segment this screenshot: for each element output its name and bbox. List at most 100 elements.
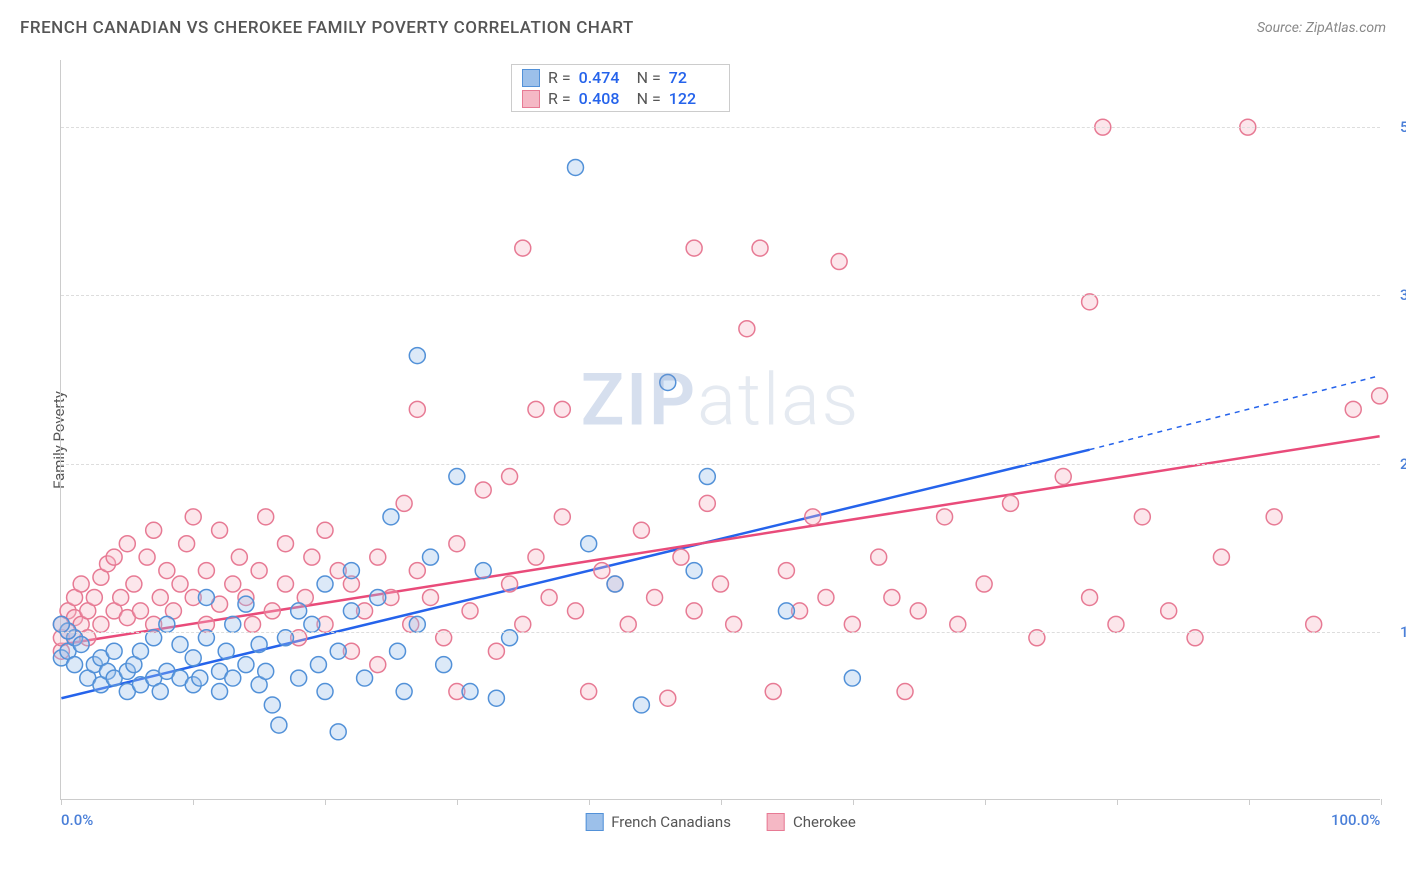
data-point xyxy=(119,536,135,552)
data-point xyxy=(515,240,531,256)
legend-label: Cherokee xyxy=(793,813,856,831)
data-point xyxy=(390,643,406,659)
data-point xyxy=(423,549,439,565)
y-tick-label: 37.5% xyxy=(1390,286,1406,304)
x-tick xyxy=(1249,799,1250,805)
data-point xyxy=(258,509,274,525)
legend-swatch-pink xyxy=(522,90,540,108)
data-point xyxy=(950,616,966,632)
data-point xyxy=(231,549,247,565)
data-point xyxy=(53,616,69,632)
data-point xyxy=(554,401,570,417)
data-point xyxy=(778,603,794,619)
data-point xyxy=(152,684,168,700)
data-point xyxy=(343,603,359,619)
data-point xyxy=(277,536,293,552)
y-tick-label: 50.0% xyxy=(1390,118,1406,136)
legend-swatch-pink xyxy=(767,813,785,831)
data-point xyxy=(192,670,208,686)
data-point xyxy=(488,643,504,659)
x-tick xyxy=(193,799,194,805)
data-point xyxy=(159,616,175,632)
grid-line xyxy=(61,295,1380,296)
data-point xyxy=(620,616,636,632)
data-point xyxy=(172,576,188,592)
data-point xyxy=(93,616,109,632)
r-value-1: 0.474 xyxy=(579,68,629,87)
data-point xyxy=(1345,401,1361,417)
data-point xyxy=(884,589,900,605)
correlation-legend: R = 0.474 N = 72 R = 0.408 N = 122 xyxy=(511,64,730,112)
data-point xyxy=(330,724,346,740)
n-label: N = xyxy=(637,68,661,87)
data-point xyxy=(778,563,794,579)
data-point xyxy=(73,576,89,592)
data-point xyxy=(258,663,274,679)
legend-row-series1: R = 0.474 N = 72 xyxy=(512,67,729,88)
n-label: N = xyxy=(637,89,661,108)
data-point xyxy=(317,684,333,700)
data-point xyxy=(370,657,386,673)
data-point xyxy=(568,160,584,176)
x-tick xyxy=(589,799,590,805)
data-point xyxy=(726,616,742,632)
grid-line xyxy=(61,464,1380,465)
data-point xyxy=(245,616,261,632)
scatter-points-layer xyxy=(61,60,1380,799)
x-tick xyxy=(61,799,62,805)
data-point xyxy=(423,589,439,605)
data-point xyxy=(179,536,195,552)
data-point xyxy=(805,509,821,525)
data-point xyxy=(660,690,676,706)
x-tick xyxy=(457,799,458,805)
data-point xyxy=(251,563,267,579)
data-point xyxy=(673,549,689,565)
data-point xyxy=(185,650,201,666)
data-point xyxy=(844,670,860,686)
x-tick xyxy=(325,799,326,805)
data-point xyxy=(765,684,781,700)
data-point xyxy=(409,401,425,417)
data-point xyxy=(581,536,597,552)
data-point xyxy=(264,697,280,713)
data-point xyxy=(152,589,168,605)
data-point xyxy=(502,469,518,485)
data-point xyxy=(251,636,267,652)
data-point xyxy=(396,495,412,511)
data-point xyxy=(976,576,992,592)
data-point xyxy=(475,482,491,498)
data-point xyxy=(554,509,570,525)
legend-item-cherokee: Cherokee xyxy=(767,813,856,831)
n-value-1: 72 xyxy=(669,68,719,87)
data-point xyxy=(198,589,214,605)
data-point xyxy=(73,636,89,652)
data-point xyxy=(277,576,293,592)
source-label: Source: ZipAtlas.com xyxy=(1257,20,1386,36)
data-point xyxy=(515,616,531,632)
data-point xyxy=(739,321,755,337)
legend-swatch-blue xyxy=(585,813,603,831)
grid-line xyxy=(61,632,1380,633)
data-point xyxy=(1003,495,1019,511)
data-point xyxy=(686,240,702,256)
data-point xyxy=(409,348,425,364)
data-point xyxy=(132,643,148,659)
data-point xyxy=(1213,549,1229,565)
data-point xyxy=(633,697,649,713)
data-point xyxy=(396,684,412,700)
data-point xyxy=(317,522,333,538)
y-tick-label: 25.0% xyxy=(1390,455,1406,473)
plot-area: ZIPatlas R = 0.474 N = 72 R = 0.408 N = … xyxy=(60,60,1380,800)
data-point xyxy=(67,657,83,673)
data-point xyxy=(1108,616,1124,632)
data-point xyxy=(304,549,320,565)
data-point xyxy=(185,509,201,525)
data-point xyxy=(330,643,346,659)
data-point xyxy=(212,522,228,538)
data-point xyxy=(475,563,491,579)
data-point xyxy=(633,522,649,538)
data-point xyxy=(528,549,544,565)
data-point xyxy=(1082,589,1098,605)
data-point xyxy=(383,509,399,525)
data-point xyxy=(581,684,597,700)
